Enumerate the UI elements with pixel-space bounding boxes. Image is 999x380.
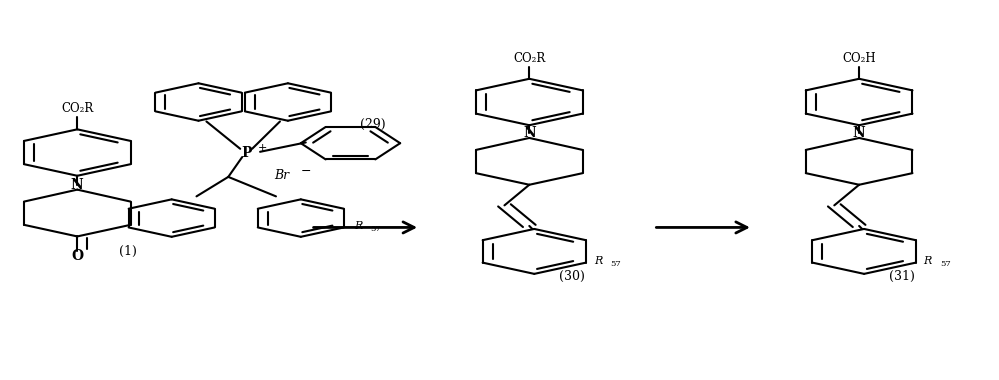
Text: (30): (30)	[559, 271, 585, 283]
Text: R: R	[924, 256, 932, 266]
Text: Br: Br	[274, 169, 289, 182]
Text: N: N	[853, 127, 865, 141]
Text: (29): (29)	[361, 118, 386, 131]
Text: (31): (31)	[889, 271, 915, 283]
Text: (1): (1)	[119, 245, 137, 258]
Text: +: +	[258, 142, 267, 153]
Text: CO₂H: CO₂H	[842, 52, 876, 65]
Text: CO₂R: CO₂R	[61, 102, 94, 115]
Text: 57: 57	[371, 225, 382, 233]
Text: O: O	[71, 249, 83, 263]
Text: N: N	[522, 127, 535, 141]
Text: R: R	[354, 220, 363, 231]
Text: 57: 57	[940, 260, 951, 268]
Text: P: P	[241, 146, 252, 160]
Text: CO₂R: CO₂R	[513, 52, 545, 65]
Text: 57: 57	[610, 260, 621, 268]
Text: R: R	[593, 256, 602, 266]
Text: N: N	[71, 178, 84, 192]
Text: −: −	[301, 165, 311, 178]
